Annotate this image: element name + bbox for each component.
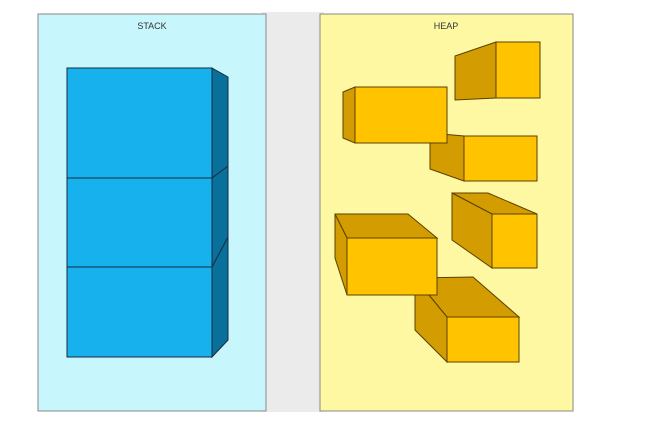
heap-block: [413, 276, 521, 364]
stack-panel: STACK: [37, 13, 267, 412]
heap-block: [342, 86, 448, 144]
heap-label: HEAP: [434, 21, 459, 31]
stack-side: [211, 67, 229, 359]
heap-block: [429, 132, 538, 182]
heap-block: [454, 41, 541, 101]
divider-strip: [262, 12, 324, 412]
stack-block: [66, 266, 213, 358]
stack-block: [66, 177, 213, 268]
heap-block: [334, 213, 439, 296]
heap-block: [451, 192, 538, 269]
stack-side-divider: [211, 236, 229, 268]
stack-side-divider: [211, 165, 229, 179]
stack-block: [66, 67, 213, 179]
heap-panel: HEAP: [319, 13, 574, 412]
stack-label: STACK: [137, 21, 166, 31]
